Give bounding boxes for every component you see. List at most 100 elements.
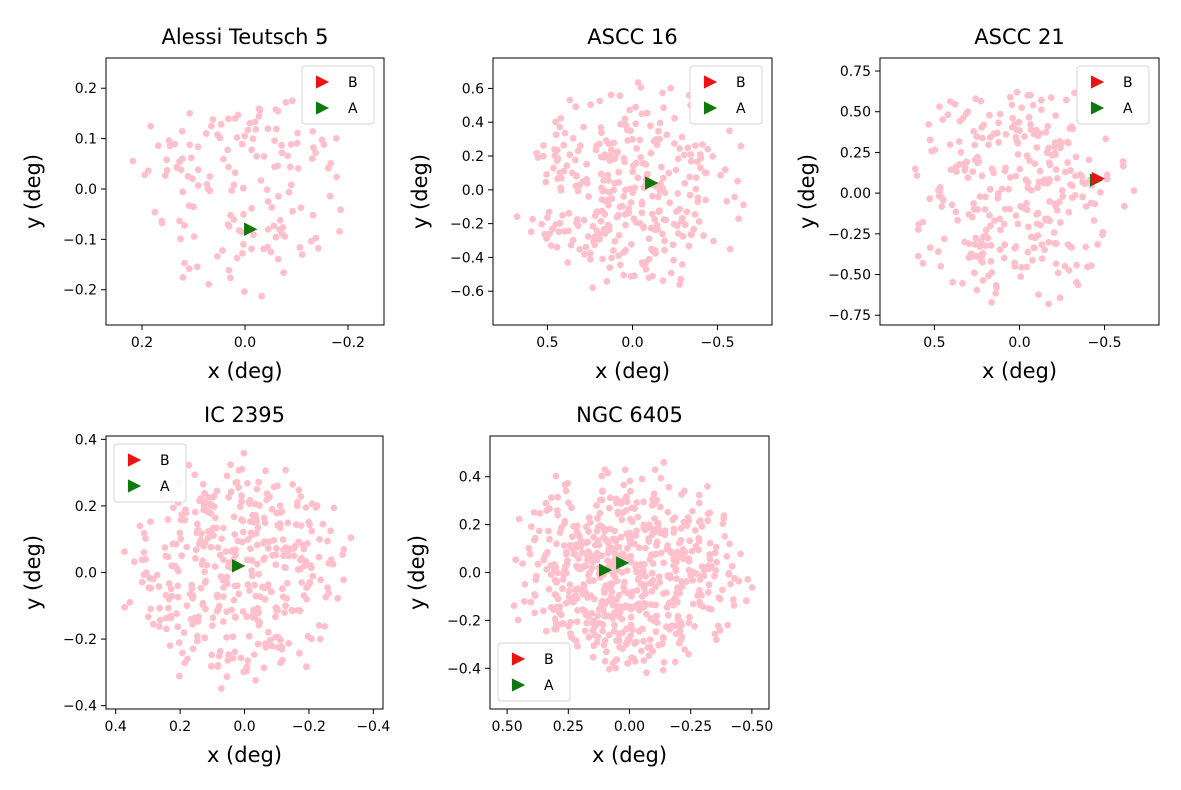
member-point xyxy=(317,576,325,584)
member-point xyxy=(1024,179,1032,186)
member-point xyxy=(1103,171,1111,179)
member-point xyxy=(737,550,744,558)
member-point xyxy=(913,172,921,179)
panel-1: Alessi Teutsch 5 0.2 0.0 −0.2 0.2 0.1 0.0 −0.1 −… xyxy=(21,25,385,383)
member-point xyxy=(312,149,319,157)
member-point xyxy=(268,642,276,650)
member-point xyxy=(606,264,614,271)
member-point xyxy=(609,615,616,622)
member-point xyxy=(638,647,645,655)
member-point xyxy=(713,636,720,644)
member-point xyxy=(244,536,252,543)
member-point xyxy=(704,510,712,517)
member-point xyxy=(327,556,335,563)
member-point xyxy=(643,610,650,618)
member-point xyxy=(1044,122,1052,130)
member-point xyxy=(949,278,957,286)
member-point xyxy=(685,242,693,250)
member-point xyxy=(307,562,314,569)
member-point xyxy=(584,233,592,240)
chart-title: NGC 6405 xyxy=(576,403,683,427)
member-point xyxy=(652,628,660,635)
member-point xyxy=(691,527,699,534)
member-point xyxy=(236,503,244,510)
member-point xyxy=(691,623,698,630)
member-point xyxy=(538,220,546,228)
member-point xyxy=(564,557,571,565)
legend-marker-a xyxy=(511,678,526,692)
y-tick-label: 0.00 xyxy=(840,186,871,202)
member-point xyxy=(252,592,260,600)
member-point xyxy=(176,217,184,225)
member-point xyxy=(145,584,153,591)
member-point xyxy=(334,594,342,602)
member-point xyxy=(270,222,278,230)
member-point xyxy=(585,633,593,641)
member-point xyxy=(246,120,254,127)
member-point xyxy=(1038,241,1046,249)
member-point xyxy=(677,525,685,532)
member-point xyxy=(218,685,225,692)
member-point xyxy=(327,159,335,167)
legend-marker-b xyxy=(703,75,718,89)
x-tick-label: 0.0 xyxy=(621,335,643,351)
member-point xyxy=(252,677,259,684)
legend: BA xyxy=(689,65,763,125)
member-point xyxy=(144,167,152,175)
member-point xyxy=(704,517,712,525)
member-point xyxy=(594,612,602,620)
member-point xyxy=(611,527,618,535)
member-point xyxy=(189,645,197,652)
member-point xyxy=(640,223,647,231)
member-point xyxy=(573,216,581,223)
y-tick-label: 0.2 xyxy=(462,149,484,165)
member-point xyxy=(583,160,590,168)
member-point xyxy=(231,582,239,590)
member-point xyxy=(280,269,288,276)
member-point xyxy=(282,99,290,106)
member-point xyxy=(982,242,989,250)
member-point xyxy=(666,625,674,633)
member-point xyxy=(971,141,978,149)
member-point xyxy=(173,610,181,618)
member-point xyxy=(316,635,324,643)
member-point xyxy=(220,593,227,600)
member-point xyxy=(531,592,539,600)
member-point xyxy=(704,483,711,490)
x-tick-label: 0.4 xyxy=(105,719,127,735)
member-point xyxy=(633,568,640,576)
member-point xyxy=(165,137,173,144)
member-point xyxy=(660,458,668,466)
member-point xyxy=(1072,153,1080,161)
member-point xyxy=(261,595,269,603)
member-point xyxy=(553,157,561,165)
member-point xyxy=(272,561,280,568)
member-point xyxy=(529,215,536,223)
member-point xyxy=(991,217,998,224)
member-point xyxy=(996,215,1004,223)
member-point xyxy=(262,467,269,475)
member-point xyxy=(542,627,550,635)
member-point xyxy=(238,492,246,499)
member-point xyxy=(604,469,612,477)
member-point xyxy=(689,577,697,584)
member-point xyxy=(339,551,346,558)
member-point xyxy=(587,592,595,600)
y-tick-label: −0.75 xyxy=(828,308,871,324)
member-point xyxy=(988,165,996,173)
legend-marker-b xyxy=(1090,75,1105,89)
member-point xyxy=(1023,206,1031,214)
member-point xyxy=(565,499,572,507)
legend-label-b: B xyxy=(544,652,554,668)
member-point xyxy=(245,632,253,640)
member-point xyxy=(572,172,580,180)
member-point xyxy=(660,634,667,642)
member-point xyxy=(638,198,646,206)
member-point xyxy=(914,252,922,260)
member-point xyxy=(659,528,667,536)
member-point xyxy=(633,499,641,506)
member-point xyxy=(158,219,166,227)
y-tick-label: 0.4 xyxy=(462,115,484,131)
member-point xyxy=(726,127,733,135)
member-point xyxy=(1047,94,1055,101)
